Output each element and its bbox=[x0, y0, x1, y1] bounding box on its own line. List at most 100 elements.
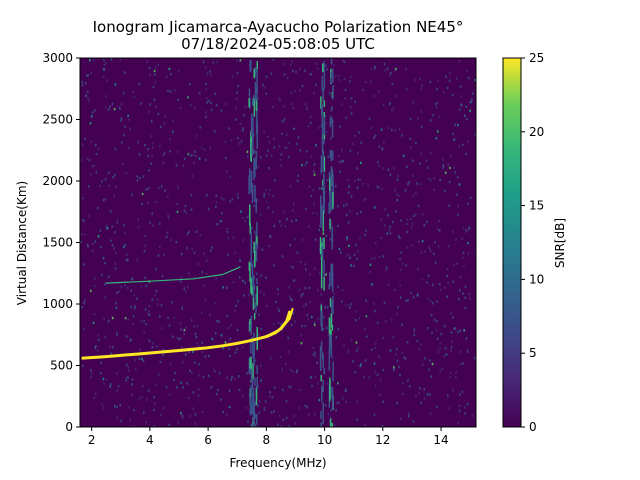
noise-cell bbox=[218, 320, 220, 323]
noise-cell bbox=[144, 276, 146, 279]
noise-cell bbox=[142, 359, 145, 363]
noise-cell bbox=[198, 363, 201, 366]
noise-cell bbox=[469, 109, 471, 113]
noise-cell bbox=[313, 170, 315, 173]
noise-cell bbox=[338, 160, 341, 163]
noise-cell bbox=[401, 392, 404, 396]
plot-background bbox=[80, 58, 476, 427]
noise-cell bbox=[100, 245, 102, 249]
noise-cell bbox=[374, 384, 377, 387]
noise-cell bbox=[168, 423, 170, 426]
noise-cell bbox=[384, 320, 387, 323]
noise-cell bbox=[120, 119, 122, 122]
noise-cell bbox=[446, 267, 449, 271]
interference-streak bbox=[322, 87, 324, 101]
noise-cell bbox=[345, 254, 347, 257]
noise-cell bbox=[201, 270, 203, 274]
noise-cell bbox=[189, 103, 192, 107]
noise-cell bbox=[430, 375, 432, 378]
noise-cell bbox=[362, 183, 364, 186]
noise-cell bbox=[396, 312, 399, 316]
noise-cell bbox=[205, 83, 207, 86]
noise-cell bbox=[82, 219, 85, 222]
noise-cell bbox=[399, 236, 401, 240]
noise-cell bbox=[163, 152, 166, 155]
noise-cell bbox=[237, 299, 239, 303]
noise-cell bbox=[452, 316, 454, 319]
noise-cell bbox=[189, 369, 191, 373]
noise-cell bbox=[337, 224, 339, 228]
noise-cell bbox=[396, 178, 399, 181]
noise-cell bbox=[90, 372, 93, 375]
noise-cell bbox=[176, 336, 179, 340]
echo-traces bbox=[81, 266, 294, 360]
noise-cell bbox=[288, 141, 290, 145]
noise-cell bbox=[373, 136, 375, 139]
noise-cell bbox=[138, 82, 141, 86]
noise-cell bbox=[277, 97, 280, 100]
colorbar-tick-label: 5 bbox=[529, 346, 537, 360]
interference-streak bbox=[251, 183, 254, 204]
noise-cell bbox=[204, 158, 207, 162]
noise-cell bbox=[183, 332, 185, 336]
noise-cell bbox=[209, 70, 211, 73]
noise-cell bbox=[311, 315, 313, 319]
noise-cell bbox=[439, 288, 442, 292]
noise-cell bbox=[173, 316, 175, 319]
noise-cell bbox=[384, 208, 386, 211]
interference-streak bbox=[255, 241, 257, 261]
noise-cell bbox=[284, 146, 286, 149]
interference-streak bbox=[320, 96, 322, 109]
noise-cell bbox=[286, 76, 289, 80]
noise-cell bbox=[93, 59, 95, 62]
noise-cell bbox=[345, 116, 347, 119]
noise-cell bbox=[114, 262, 116, 265]
noise-cell bbox=[428, 368, 430, 371]
noise-cell bbox=[125, 363, 128, 366]
noise-cell bbox=[84, 299, 86, 302]
noise-cell bbox=[365, 229, 367, 232]
noise-cell bbox=[101, 403, 103, 406]
noise-cell bbox=[189, 154, 192, 157]
noise-cell bbox=[363, 376, 365, 379]
noise-cell bbox=[156, 345, 158, 348]
noise-cell bbox=[83, 302, 85, 305]
noise-cell bbox=[183, 287, 185, 290]
noise-cell bbox=[433, 177, 436, 180]
noise-cell bbox=[159, 125, 162, 129]
noise-cell bbox=[420, 251, 423, 254]
noise-cell bbox=[414, 213, 417, 216]
noise-cell bbox=[259, 275, 262, 278]
noise-cell bbox=[210, 249, 212, 252]
noise-cell bbox=[106, 79, 108, 82]
noise-cell bbox=[429, 299, 432, 303]
noise-cell bbox=[137, 139, 140, 143]
noise-cell bbox=[242, 395, 244, 398]
noise-cell bbox=[94, 143, 97, 147]
interference-streak bbox=[249, 204, 251, 226]
noise-cell bbox=[285, 146, 288, 150]
noise-cell bbox=[430, 314, 433, 317]
noise-cell bbox=[399, 257, 401, 261]
noise-cell bbox=[447, 394, 449, 397]
noise-cell bbox=[191, 247, 193, 251]
noise-cell bbox=[317, 382, 319, 385]
noise-cell bbox=[220, 219, 222, 223]
noise-cell bbox=[113, 247, 115, 250]
noise-cell bbox=[144, 143, 146, 147]
interference-streak bbox=[329, 117, 332, 128]
noise-cell bbox=[325, 234, 328, 238]
noise-cell bbox=[124, 316, 127, 320]
noise-cell bbox=[464, 306, 467, 310]
noise-cell bbox=[80, 233, 83, 236]
interference-streak bbox=[250, 59, 252, 71]
noise-cell bbox=[310, 73, 312, 76]
colorbar-tick-label: 10 bbox=[529, 272, 544, 286]
noise-cell bbox=[358, 317, 360, 320]
noise-cell bbox=[214, 92, 216, 95]
noise-cell bbox=[416, 339, 419, 343]
noise-cell bbox=[457, 330, 459, 334]
interference-streak bbox=[320, 208, 322, 228]
noise-cell bbox=[152, 342, 154, 345]
noise-cell bbox=[315, 144, 317, 147]
